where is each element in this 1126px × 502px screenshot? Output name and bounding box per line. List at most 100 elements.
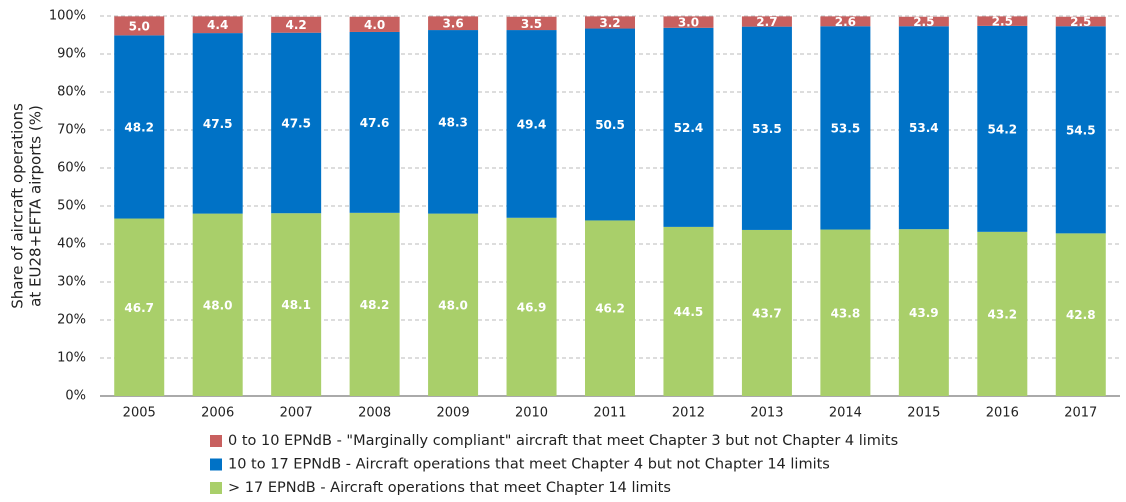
value-label: 47.5 (281, 116, 311, 130)
value-label: 43.7 (752, 306, 782, 320)
x-tick-label: 2013 (750, 406, 783, 421)
value-label: 53.5 (831, 121, 861, 135)
bar-segment (192, 33, 243, 214)
value-label: 48.2 (360, 298, 390, 312)
value-label: 3.6 (442, 17, 463, 31)
value-label: 4.4 (207, 18, 228, 32)
bar-segment (428, 16, 479, 31)
legend-swatch (210, 435, 222, 447)
bar-segment (898, 26, 949, 230)
bar-segment (349, 31, 400, 213)
legend-label: 10 to 17 EPNdB - Aircraft operations tha… (228, 457, 830, 473)
value-label: 52.4 (674, 121, 704, 135)
value-label: 43.9 (909, 306, 939, 320)
bar-segment (114, 218, 165, 396)
value-label: 48.0 (438, 298, 468, 312)
value-label: 2.5 (913, 15, 934, 29)
legend-swatch (210, 482, 222, 494)
y-axis-label: at EU28+EFTA airports (%) (27, 105, 45, 307)
bar-segment (663, 27, 714, 227)
y-tick-label: 70% (57, 123, 86, 138)
bar-segment (428, 30, 479, 214)
value-label: 2.5 (992, 15, 1013, 29)
bar-segment (585, 220, 635, 396)
bar-segment (585, 28, 635, 221)
bar-segment (898, 229, 949, 396)
value-label: 47.6 (360, 116, 390, 130)
value-label: 3.0 (678, 16, 699, 30)
y-tick-label: 100% (49, 9, 86, 24)
bar-segment (820, 26, 871, 230)
value-label: 48.3 (438, 115, 468, 129)
bar-segment (1055, 233, 1106, 396)
value-label: 48.1 (281, 298, 311, 312)
value-label: 42.8 (1066, 308, 1096, 322)
bar-segment (820, 16, 871, 27)
value-label: 47.5 (203, 117, 233, 131)
x-tick-label: 2014 (829, 406, 862, 421)
y-tick-label: 80% (57, 85, 86, 100)
legend-label: 0 to 10 EPNdB - "Marginally compliant" a… (228, 433, 898, 449)
value-label: 3.5 (521, 17, 542, 31)
bar-segment (663, 16, 714, 28)
legend-label: > 17 EPNdB - Aircraft operations that me… (228, 480, 671, 496)
y-tick-label: 30% (57, 275, 86, 290)
x-tick-label: 2009 (437, 406, 470, 421)
value-label: 3.2 (599, 16, 620, 30)
x-tick-label: 2005 (123, 406, 156, 421)
bar-segment (192, 16, 243, 34)
bar-segment (741, 229, 792, 396)
bar-segment (741, 16, 792, 27)
bar-segment (506, 217, 557, 396)
value-label: 50.5 (595, 118, 625, 132)
y-axis-label: Share of aircraft operations (9, 103, 27, 309)
bar-segment (271, 16, 322, 33)
x-tick-label: 2006 (201, 406, 234, 421)
x-tick-label: 2012 (672, 406, 705, 421)
x-tick-label: 2017 (1064, 406, 1097, 421)
bar-segment (1055, 26, 1106, 234)
value-label: 44.5 (674, 305, 704, 319)
bar-segment (349, 16, 400, 32)
bar-segment (1055, 16, 1106, 27)
bar-segment (114, 16, 165, 36)
value-label: 46.2 (595, 302, 625, 316)
value-label: 43.8 (831, 306, 861, 320)
y-tick-label: 90% (57, 47, 86, 62)
value-label: 49.4 (517, 117, 547, 131)
bar-segment (898, 16, 949, 27)
value-label: 48.0 (203, 298, 233, 312)
bar-segment (820, 229, 871, 396)
value-label: 2.5 (1070, 15, 1091, 29)
x-tick-label: 2015 (907, 406, 940, 421)
value-label: 53.4 (909, 121, 939, 135)
value-label: 2.7 (756, 15, 777, 29)
bar-segment (192, 213, 243, 396)
bar-segment (663, 226, 714, 396)
value-label: 54.5 (1066, 123, 1096, 137)
legend-swatch (210, 458, 222, 471)
y-tick-label: 0% (65, 389, 86, 404)
value-label: 54.2 (988, 122, 1018, 136)
x-tick-label: 2008 (358, 406, 391, 421)
y-tick-label: 60% (57, 161, 86, 176)
x-tick-label: 2016 (986, 406, 1019, 421)
value-label: 2.6 (835, 15, 856, 29)
value-label: 46.7 (124, 301, 154, 315)
x-tick-label: 2011 (593, 406, 626, 421)
bar-segment (271, 213, 322, 396)
x-tick-label: 2007 (280, 406, 313, 421)
y-tick-label: 20% (57, 313, 86, 328)
value-label: 4.2 (286, 18, 307, 32)
y-tick-label: 50% (57, 199, 86, 214)
value-label: 43.2 (988, 307, 1018, 321)
bar-segment (977, 25, 1028, 232)
bar-segment (349, 212, 400, 396)
bar-segment (977, 16, 1028, 26)
y-tick-label: 10% (57, 351, 86, 366)
bar-segment (506, 16, 557, 31)
bar-segment (585, 16, 635, 29)
bar-segment (506, 30, 557, 218)
bar-segment (114, 35, 165, 219)
value-label: 46.9 (517, 300, 547, 314)
